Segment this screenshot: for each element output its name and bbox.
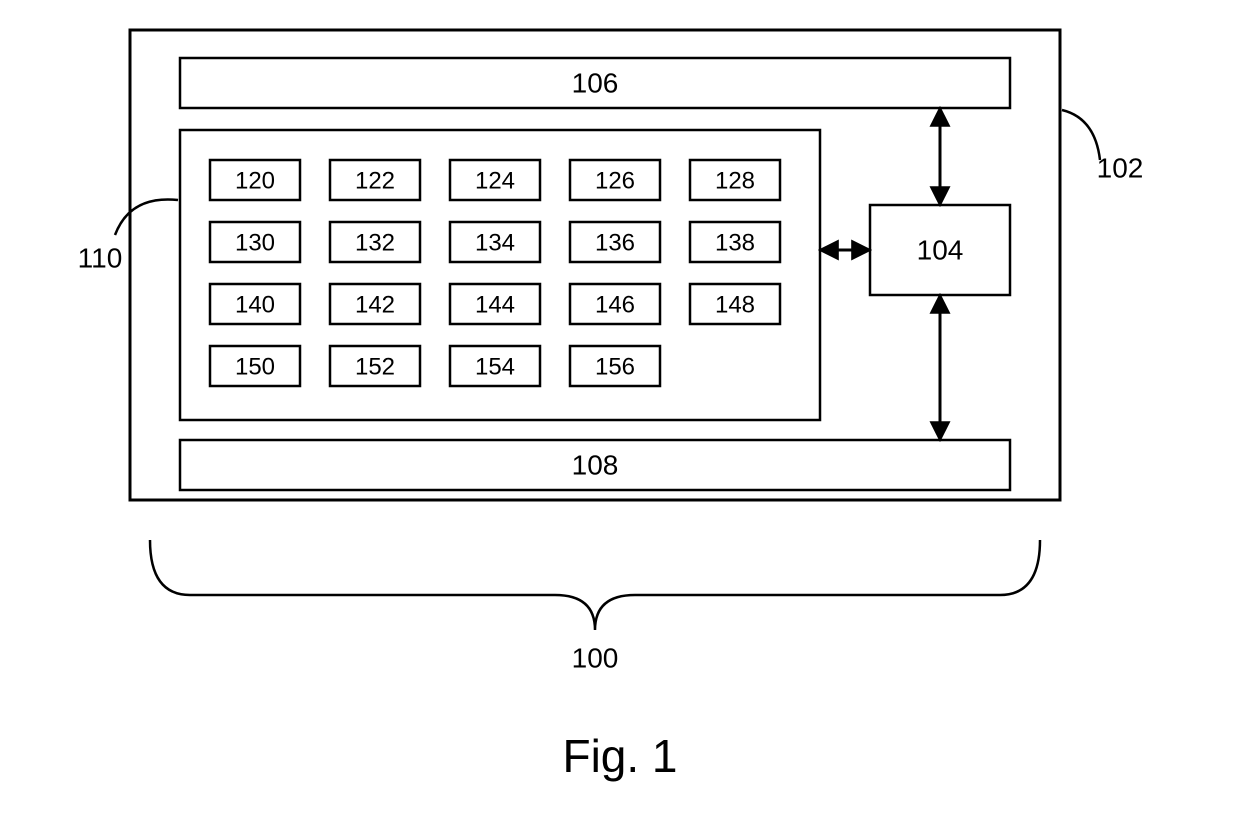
figure-svg: 106 108 104 120 122 124 126 128 130 132 134 136 138 1… <box>0 0 1240 823</box>
grid-cell-label: 140 <box>235 291 275 318</box>
grid-cell-label: 122 <box>355 167 395 194</box>
grid-cell-label: 136 <box>595 229 635 256</box>
grid-cell-label: 138 <box>715 229 755 256</box>
grid-cell-label: 146 <box>595 291 635 318</box>
grid-cell-label: 128 <box>715 167 755 194</box>
bottom-brace <box>150 540 1040 630</box>
grid-cell-label: 120 <box>235 167 275 194</box>
grid-cell-label: 142 <box>355 291 395 318</box>
grid-cell-label: 156 <box>595 353 635 380</box>
grid-cell-label: 148 <box>715 291 755 318</box>
leader-102-label: 102 <box>1097 152 1144 183</box>
grid-cell-label: 132 <box>355 229 395 256</box>
bottom-brace-label: 100 <box>572 642 619 673</box>
grid-cell-label: 152 <box>355 353 395 380</box>
side-box-label: 104 <box>917 234 964 265</box>
top-bar-label: 106 <box>572 67 619 98</box>
figure-caption: Fig. 1 <box>562 730 677 782</box>
grid-cell-label: 134 <box>475 229 515 256</box>
bottom-bar-label: 108 <box>572 449 619 480</box>
grid-cell-label: 126 <box>595 167 635 194</box>
leader-102 <box>1062 110 1100 160</box>
grid-cell-label: 150 <box>235 353 275 380</box>
grid-cell-label: 154 <box>475 353 515 380</box>
grid-cell-label: 124 <box>475 167 515 194</box>
grid-cell-label: 144 <box>475 291 515 318</box>
grid-cell-label: 130 <box>235 229 275 256</box>
leader-110-label: 110 <box>78 242 123 273</box>
